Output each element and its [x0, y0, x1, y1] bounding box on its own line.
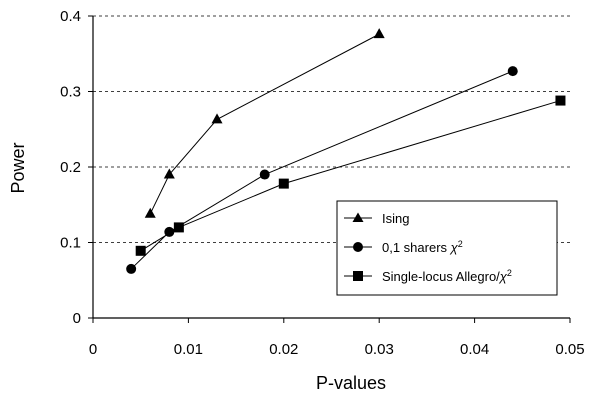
- point-square-1: [173, 222, 184, 233]
- point-triangle-0: [144, 207, 156, 218]
- x-tick-label-2: 0.02: [269, 341, 298, 358]
- legend-label-sharers: 0,1 sharers χ2: [382, 239, 463, 255]
- legend-marker-triangle: [352, 212, 364, 222]
- x-tick-label-1: 0.01: [174, 341, 203, 358]
- x-tick-label-0: 0: [89, 341, 97, 358]
- point-triangle-2: [211, 113, 223, 124]
- y-tick-label-0: 0: [73, 310, 81, 327]
- series-line-circle: [130, 70, 513, 270]
- legend-label-allegro: Single-locus Allegro/χ2: [382, 268, 512, 284]
- point-circle-3: [507, 66, 518, 77]
- y-tick-label-3: 0.3: [60, 84, 81, 101]
- point-circle-2: [259, 169, 270, 180]
- series-triangle: [144, 28, 385, 218]
- y-tick-label-4: 0.4: [60, 8, 81, 25]
- y-tick-label-1: 0.1: [60, 235, 81, 252]
- series-line-square: [140, 100, 561, 252]
- series-layer: [126, 28, 566, 274]
- point-triangle-1: [163, 168, 175, 179]
- x-tick-label-4: 0.04: [460, 341, 489, 358]
- point-square-3: [555, 95, 566, 106]
- legend-box: [336, 200, 558, 296]
- point-square-0: [135, 245, 146, 256]
- y-axis-title: Power: [8, 142, 28, 193]
- point-square-2: [278, 178, 289, 189]
- legend: Ising 0,1 sharers χ2 Single-locus Allegr…: [336, 200, 558, 296]
- y-tick-label-2: 0.2: [60, 159, 81, 176]
- series-line-triangle: [149, 33, 380, 215]
- axis-ticks: 0 0.1 0.2 0.3 0.4 0 0.01 0.02 0.03 0.04 0.05: [60, 8, 584, 358]
- point-circle-0: [126, 263, 137, 274]
- series-square: [135, 95, 566, 256]
- legend-marker-circle: [353, 242, 363, 252]
- x-tick-label-5: 0.05: [555, 341, 584, 358]
- x-tick-label-3: 0.03: [365, 341, 394, 358]
- point-triangle-3: [373, 28, 385, 39]
- legend-label-ising: Ising: [382, 211, 409, 226]
- x-axis-title: P-values: [316, 373, 386, 393]
- legend-marker-square: [353, 271, 363, 281]
